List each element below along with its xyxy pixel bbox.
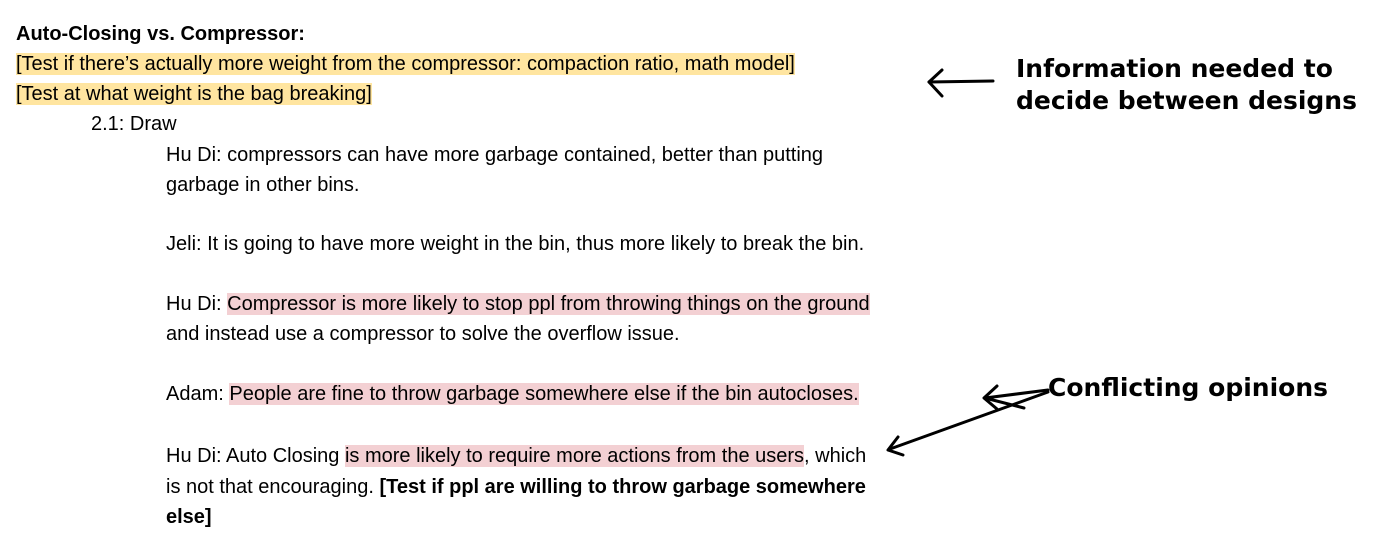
test-compactor-highlight: [Test if there’s actually more weight fr… [16,53,795,75]
test-bag-highlight: [Test at what weight is the bag breaking… [16,83,372,105]
entry-adam: Adam: People are fine to throw garbage s… [166,379,859,409]
arrow-to-tests-icon [927,68,995,98]
entry-hudi-3-highlight: is more likely to require more actions f… [344,445,805,467]
entry-adam-highlight: People are fine to throw garbage somewhe… [229,383,859,405]
entry-hudi-3-line-1: Hu Di: Auto Closing is more likely to re… [166,441,866,471]
test-compactor-line: [Test if there’s actually more weight fr… [16,49,795,79]
entry-hudi-3-speaker: Hu Di: Auto Closing [166,445,345,467]
entry-hudi-1-line-1: Hu Di: compressors can have more garbage… [166,144,824,166]
annotation-info-line-2: decide between designs [1016,86,1357,115]
section-heading: 2.1: Draw [91,113,177,135]
entry-jeli: Jeli: It is going to have more weight in… [166,233,865,255]
entry-hudi-3-line2-plain: is not that encouraging. [166,476,380,498]
entry-hudi-1-line-2: garbage in other bins. [166,174,360,196]
entry-adam-speaker: Adam: [166,383,230,405]
entry-hudi-3-rest: , which [804,445,867,467]
annotation-info-line-1: Information needed to [1016,54,1333,83]
entry-hudi-2-line-1: Hu Di: Compressor is more likely to stop… [166,289,870,319]
entry-hudi-3-line2-bold: [Test if ppl are willing to throw garbag… [379,476,866,498]
annotation-conflicting: Conflicting opinions [1048,373,1329,402]
arrow-to-hudi-icon [886,390,1050,457]
notes-title: Auto-Closing vs. Compressor: [16,23,305,45]
entry-hudi-2-line-2: and instead use a compressor to solve th… [166,323,680,345]
test-bag-line: [Test at what weight is the bag breaking… [16,79,372,109]
entry-hudi-2-highlight: Compressor is more likely to stop ppl fr… [227,293,870,315]
entry-hudi-3-line-2: is not that encouraging. [Test if ppl ar… [166,472,866,502]
entry-hudi-2-speaker: Hu Di: [166,293,228,315]
arrow-to-adam-icon [982,384,1050,411]
entry-hudi-3-line-3: else] [166,506,212,528]
